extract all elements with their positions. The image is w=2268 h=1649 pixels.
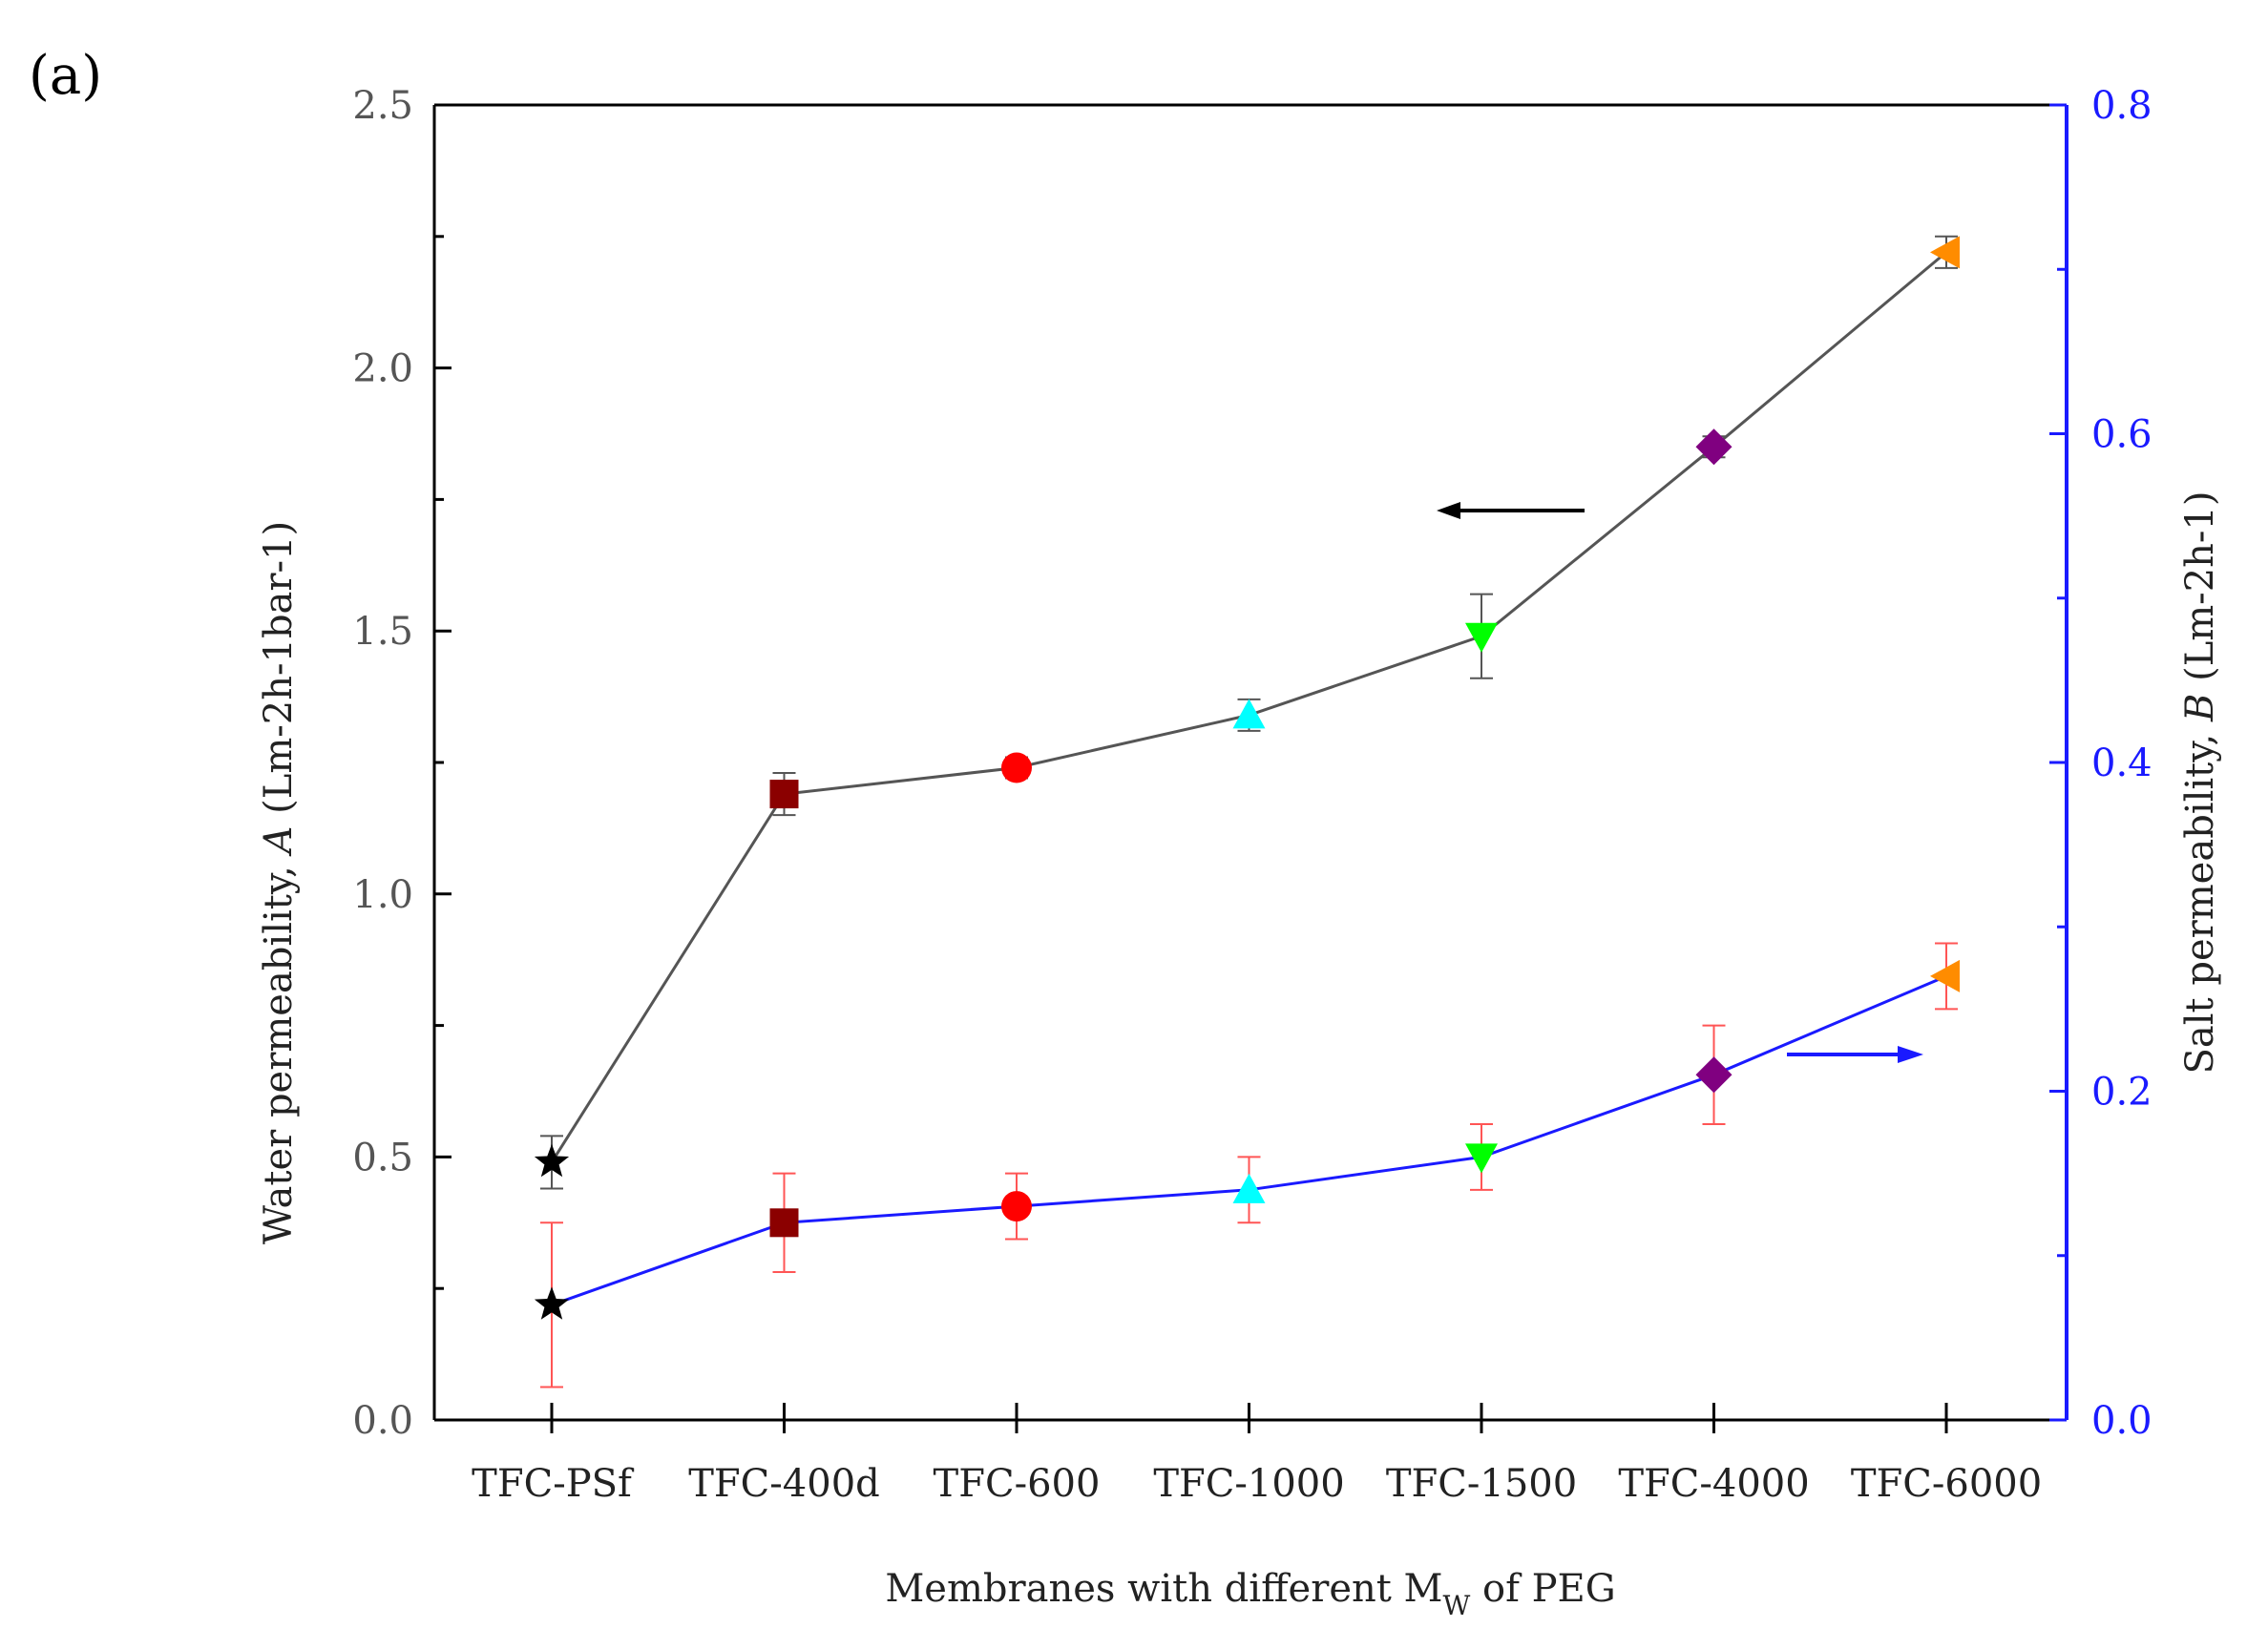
series-line xyxy=(551,974,1947,1306)
right-tick-label: 0.6 xyxy=(2091,413,2152,457)
series-salt-permeability xyxy=(534,942,1960,1388)
left-tick-label: 0.5 xyxy=(352,1136,413,1179)
triangle-left-marker xyxy=(1930,959,1960,992)
right-tick-label: 0.2 xyxy=(2091,1071,2152,1115)
arrow-left-head xyxy=(1437,502,1460,519)
x-category-label: TFC-1500 xyxy=(1386,1462,1577,1506)
triangle-down-marker xyxy=(1465,1143,1498,1174)
diamond-marker xyxy=(1695,1056,1732,1094)
circle-marker xyxy=(1001,1191,1032,1222)
right-axis-label: Salt permeability, B (Lm-2h-1) xyxy=(2178,491,2222,1075)
left-tick-label: 0.0 xyxy=(352,1399,413,1443)
triangle-up-marker xyxy=(1232,699,1266,729)
square-marker xyxy=(769,780,799,809)
left-axis-label: Water permeability, A (Lm-2h-1bar-1) xyxy=(257,521,301,1244)
left-tick-label: 1.0 xyxy=(352,873,413,917)
left-y-axis: 0.0 0.5 1.0 1.5 2.0 2.5 xyxy=(352,84,452,1443)
triangle-up-marker xyxy=(1232,1173,1266,1203)
star-marker xyxy=(534,1143,570,1178)
arrow-right-head xyxy=(1898,1046,1923,1063)
series-layer xyxy=(534,235,1960,1388)
x-category-label: TFC-400d xyxy=(688,1462,880,1506)
x-category-label: TFC-1000 xyxy=(1153,1462,1344,1506)
annotation-layer xyxy=(1437,502,1923,1063)
triangle-left-marker xyxy=(1930,236,1960,269)
left-tick-label: 2.0 xyxy=(352,347,413,391)
x-category-label: TFC-PSf xyxy=(472,1462,635,1506)
right-y-axis: 0.0 0.2 0.4 0.6 0.8 xyxy=(2049,84,2152,1443)
x-axis: TFC-PSf TFC-400d TFC-600 TFC-1000 TFC-1500 TF… xyxy=(472,1403,2042,1506)
circle-marker xyxy=(1001,752,1032,783)
x-category-label: TFC-600 xyxy=(934,1462,1101,1506)
triangle-down-marker xyxy=(1465,622,1498,653)
right-tick-label: 0.0 xyxy=(2091,1399,2152,1443)
diamond-marker xyxy=(1695,428,1732,466)
series-water-permeability xyxy=(534,235,1960,1190)
left-tick-label: 2.5 xyxy=(352,84,413,128)
right-tick-label: 0.4 xyxy=(2091,741,2152,785)
square-marker xyxy=(769,1208,799,1238)
right-tick-label: 0.8 xyxy=(2091,84,2152,128)
x-category-label: TFC-6000 xyxy=(1851,1462,2042,1506)
x-axis-label: Membranes with different MW of PEG xyxy=(885,1567,1615,1621)
left-tick-label: 1.5 xyxy=(352,610,413,654)
panel-label: (a) xyxy=(29,45,102,107)
x-category-label: TFC-4000 xyxy=(1618,1462,1809,1506)
star-marker xyxy=(534,1286,570,1320)
